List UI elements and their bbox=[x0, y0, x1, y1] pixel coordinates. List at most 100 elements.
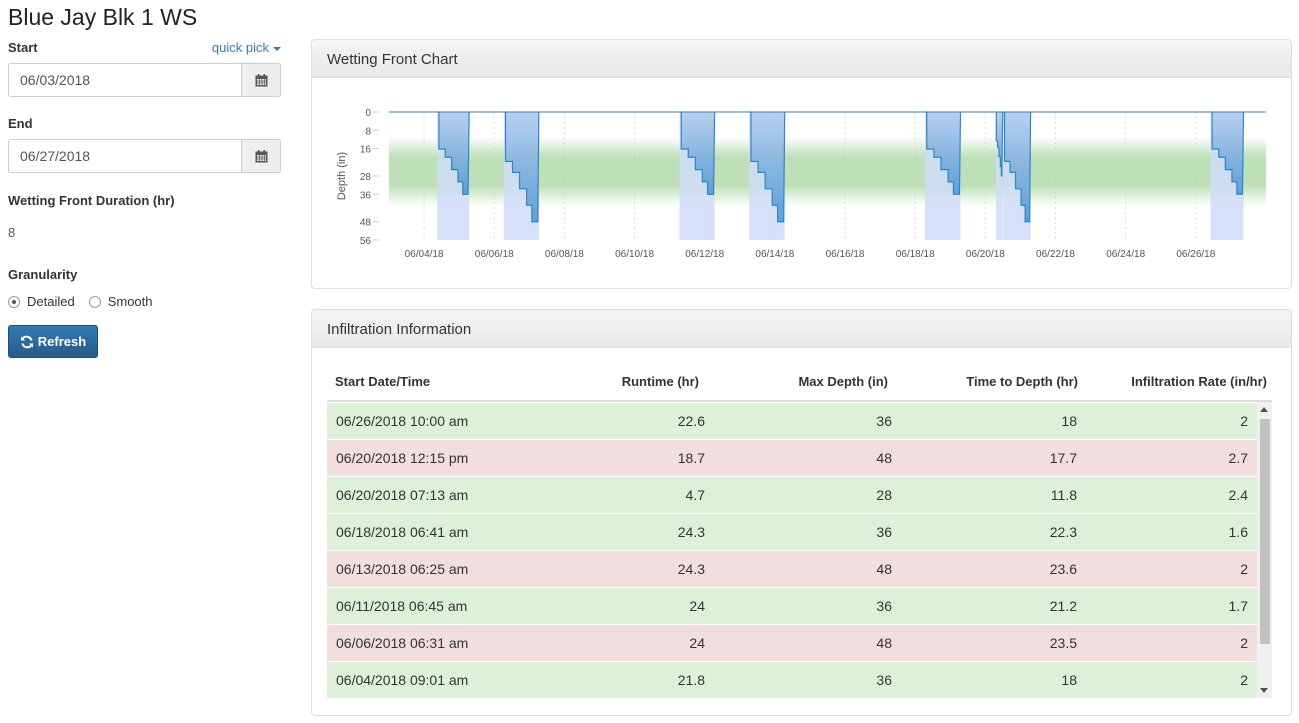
cell-time-to-depth: 22.3 bbox=[1049, 524, 1077, 540]
smooth-label: Smooth bbox=[107, 294, 153, 309]
refresh-button[interactable]: Refresh bbox=[8, 325, 98, 358]
table-row[interactable]: 06/26/2018 10:00 am 22.6 36 18 2 bbox=[327, 402, 1272, 439]
duration-value: 8 bbox=[8, 225, 16, 240]
event-line bbox=[679, 111, 716, 195]
col-infiltration-rate[interactable]: Infiltration Rate (in/hr) bbox=[1131, 374, 1267, 389]
table-row[interactable]: 06/06/2018 06:31 am 24 48 23.5 2 bbox=[327, 624, 1272, 661]
cell-infiltration-rate: 2 bbox=[1240, 413, 1248, 429]
detailed-label: Detailed bbox=[27, 294, 75, 309]
cell-infiltration-rate: 2 bbox=[1240, 635, 1248, 651]
scroll-up-arrow-icon[interactable] bbox=[1260, 407, 1268, 412]
cell-infiltration-rate: 2.4 bbox=[1228, 487, 1248, 503]
event-area bbox=[503, 112, 539, 222]
x-tick-label: 06/22/18 bbox=[1036, 249, 1075, 260]
scrollbar-thumb[interactable] bbox=[1260, 419, 1270, 644]
quick-pick-dropdown[interactable]: quick pick bbox=[212, 40, 281, 55]
cell-start-datetime: 06/18/2018 06:41 am bbox=[336, 524, 469, 540]
granularity-smooth-option[interactable]: Smooth bbox=[88, 294, 153, 309]
event-line bbox=[437, 111, 470, 195]
end-calendar-button[interactable] bbox=[241, 139, 281, 173]
chart-panel-title: Wetting Front Chart bbox=[312, 40, 1291, 78]
cell-max-depth: 48 bbox=[876, 561, 892, 577]
event-area bbox=[995, 112, 1003, 176]
x-tick-label: 06/12/18 bbox=[685, 249, 724, 260]
page-title: Blue Jay Blk 1 WS bbox=[8, 4, 198, 30]
caret-down-icon bbox=[273, 46, 281, 51]
event-line bbox=[924, 111, 962, 195]
y-tick-label: 48 bbox=[360, 218, 372, 229]
table-body[interactable]: 06/26/2018 10:00 am 22.6 36 18 2 06/20/2018 1… bbox=[327, 402, 1272, 698]
cell-infiltration-rate: 2 bbox=[1240, 561, 1248, 577]
cell-max-depth: 36 bbox=[876, 413, 892, 429]
wetting-front-chart: 0 8 16 28 36 48 56 06/04/18 06/06/18 06/08/18 06/1… bbox=[336, 108, 1266, 260]
cell-max-depth: 48 bbox=[876, 450, 892, 466]
x-tick-label: 06/18/18 bbox=[896, 249, 935, 260]
cell-runtime: 24 bbox=[689, 598, 705, 614]
cell-runtime: 24 bbox=[689, 635, 705, 651]
col-time-to-depth[interactable]: Time to Depth (hr) bbox=[966, 374, 1078, 389]
cell-time-to-depth: 18 bbox=[1061, 413, 1077, 429]
infiltration-information-panel: Infiltration Information Start Date/Time… bbox=[311, 309, 1292, 716]
granularity-radio-group: Detailed Smooth bbox=[8, 294, 281, 309]
granularity-label: Granularity bbox=[8, 267, 78, 282]
y-tick-label: 28 bbox=[360, 172, 372, 183]
start-date-input[interactable] bbox=[8, 63, 241, 97]
wetting-front-chart-panel: Wetting Front Chart 0 8 16 28 36 48 56 06/04/18… bbox=[311, 39, 1292, 289]
y-tick-label: 8 bbox=[365, 126, 371, 137]
cell-start-datetime: 06/20/2018 07:13 am bbox=[336, 487, 469, 503]
table-row[interactable]: 06/13/2018 06:25 am 24.3 48 23.6 2 bbox=[327, 550, 1272, 587]
event-area bbox=[679, 112, 715, 195]
cell-runtime: 24.3 bbox=[677, 524, 705, 540]
calendar-icon bbox=[255, 149, 267, 162]
cell-start-datetime: 06/20/2018 12:15 pm bbox=[336, 450, 469, 466]
table-row[interactable]: 06/20/2018 07:13 am 4.7 28 11.8 2.4 bbox=[327, 476, 1272, 513]
col-max-depth[interactable]: Max Depth (in) bbox=[798, 374, 888, 389]
col-runtime[interactable]: Runtime (hr) bbox=[621, 374, 699, 389]
x-tick-label: 06/20/18 bbox=[966, 249, 1005, 260]
x-tick-label: 06/08/18 bbox=[545, 249, 584, 260]
cell-start-datetime: 06/26/2018 10:00 am bbox=[336, 413, 469, 429]
y-axis-label: Depth (in) bbox=[336, 152, 348, 200]
cell-start-datetime: 06/13/2018 06:25 am bbox=[336, 561, 469, 577]
event-area bbox=[1210, 112, 1244, 195]
cell-max-depth: 36 bbox=[876, 524, 892, 540]
table-row[interactable]: 06/04/2018 09:01 am 21.8 36 18 2 bbox=[327, 661, 1272, 698]
radio-smooth[interactable] bbox=[88, 295, 101, 308]
table-row[interactable]: 06/18/2018 06:41 am 24.3 36 22.3 1.6 bbox=[327, 513, 1272, 550]
event-line bbox=[503, 111, 540, 223]
start-calendar-button[interactable] bbox=[241, 63, 281, 97]
cell-runtime: 21.8 bbox=[677, 672, 705, 688]
y-tick-label: 16 bbox=[360, 145, 372, 156]
table-rows: 06/26/2018 10:00 am 22.6 36 18 2 06/20/2018 1… bbox=[327, 402, 1272, 698]
event-area bbox=[749, 112, 785, 222]
cell-start-datetime: 06/04/2018 09:01 am bbox=[336, 672, 469, 688]
refresh-icon bbox=[20, 335, 33, 348]
scroll-down-arrow-icon[interactable] bbox=[1260, 688, 1268, 693]
quick-pick-label: quick pick bbox=[211, 40, 269, 55]
cell-time-to-depth: 23.5 bbox=[1049, 635, 1077, 651]
cell-start-datetime: 06/11/2018 06:45 am bbox=[336, 598, 468, 614]
granularity-detailed-option[interactable]: Detailed bbox=[8, 294, 75, 309]
event-highlight bbox=[995, 112, 1003, 240]
table-scrollbar[interactable] bbox=[1257, 402, 1272, 698]
event-line bbox=[995, 111, 1004, 177]
x-tick-label: 06/16/18 bbox=[826, 249, 865, 260]
table-row[interactable]: 06/11/2018 06:45 am 24 36 21.2 1.7 bbox=[327, 587, 1272, 624]
end-date-input[interactable] bbox=[8, 139, 241, 173]
cell-runtime: 4.7 bbox=[685, 487, 705, 503]
cell-runtime: 18.7 bbox=[677, 450, 705, 466]
cell-max-depth: 28 bbox=[876, 487, 892, 503]
duration-label: Wetting Front Duration (hr) bbox=[8, 193, 175, 208]
cell-infiltration-rate: 2.7 bbox=[1228, 450, 1248, 466]
cell-time-to-depth: 17.7 bbox=[1049, 450, 1077, 466]
radio-detailed[interactable] bbox=[8, 295, 20, 308]
col-start-datetime[interactable]: Start Date/Time bbox=[335, 374, 431, 389]
y-tick-label: 56 bbox=[360, 236, 372, 247]
table-panel-title: Infiltration Information bbox=[312, 310, 1291, 348]
cell-time-to-depth: 11.8 bbox=[1050, 487, 1077, 503]
event-line bbox=[1003, 111, 1032, 223]
refresh-label: Refresh bbox=[37, 334, 87, 349]
table-row[interactable]: 06/20/2018 12:15 pm 18.7 48 17.7 2.7 bbox=[327, 439, 1272, 476]
cell-start-datetime: 06/06/2018 06:31 am bbox=[336, 635, 469, 651]
cell-max-depth: 48 bbox=[876, 635, 892, 651]
